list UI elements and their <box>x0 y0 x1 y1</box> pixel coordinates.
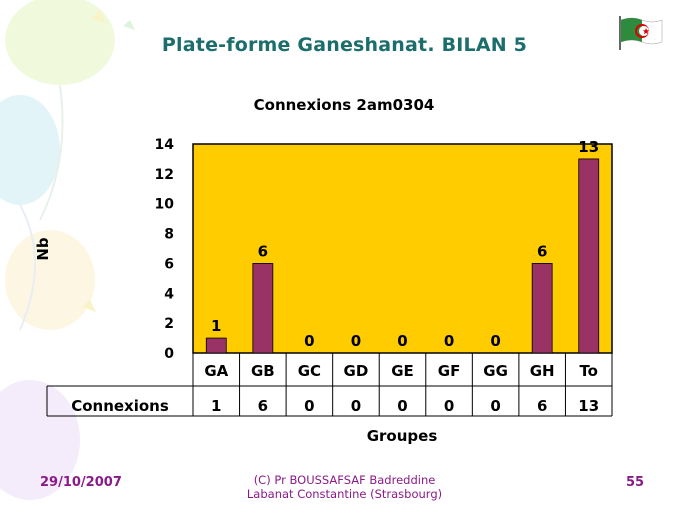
table-value-cell: 0 <box>304 397 314 415</box>
category-label: GA <box>204 362 228 380</box>
data-label: 0 <box>490 332 500 350</box>
data-label: 6 <box>537 242 547 260</box>
footer-credit-line1: (C) Pr BOUSSAFSAF Badreddine <box>253 473 436 487</box>
bar-ga <box>205 337 227 354</box>
bar-gb <box>252 263 274 354</box>
table-value-cell: 0 <box>490 397 500 415</box>
data-label: 0 <box>304 332 314 350</box>
y-tick-label: 14 <box>155 137 175 153</box>
footer-credit: (C) Pr BOUSSAFSAF Badreddine Labanat Con… <box>0 473 689 501</box>
table-value-cell: 13 <box>578 397 599 415</box>
data-label: 1 <box>211 317 221 335</box>
y-tick-label: 12 <box>155 167 174 183</box>
data-label: 0 <box>444 332 454 350</box>
y-axis-label: Nb <box>34 237 52 261</box>
x-axis-label: Groupes <box>367 427 438 445</box>
slide-title: Plate-forme Ganeshanat. BILAN 5 <box>161 34 528 56</box>
category-label: GF <box>438 362 461 380</box>
category-label: GG <box>483 362 508 380</box>
table-value-cell: 6 <box>537 397 547 415</box>
y-tick-label: 4 <box>164 286 174 302</box>
y-tick-label: 10 <box>155 197 175 213</box>
table-value-cell: 6 <box>258 397 268 415</box>
table-value-cell: 1 <box>211 397 221 415</box>
series-name-cell: Connexions <box>71 397 169 415</box>
footer-page-number: 55 <box>626 475 645 490</box>
category-label: GC <box>298 362 321 380</box>
data-label: 6 <box>258 242 268 260</box>
table-value-cell: 0 <box>397 397 407 415</box>
bar-gh <box>531 263 553 354</box>
data-label: 13 <box>578 138 599 156</box>
category-label: GE <box>391 362 414 380</box>
category-label: To <box>579 362 598 380</box>
y-tick-label: 6 <box>164 256 174 272</box>
footer-credit-line2: Labanat Constantine (Strasbourg) <box>246 487 443 501</box>
category-label: GD <box>344 362 369 380</box>
bar-to <box>578 158 600 354</box>
table-value-cell: 0 <box>444 397 454 415</box>
y-tick-label: 8 <box>164 227 174 243</box>
data-label: 0 <box>351 332 361 350</box>
y-tick-label: 0 <box>164 346 174 362</box>
category-label: GH <box>530 362 555 380</box>
data-label: 0 <box>397 332 407 350</box>
footer-date: 29/10/2007 <box>40 475 122 490</box>
category-label: GB <box>251 362 275 380</box>
table-value-cell: 0 <box>351 397 361 415</box>
data-table: GA 1 GB 6 GC 0 GD 0 GE 0 GF 0 GG 0 GH 6 To 13 Connexions <box>46 353 613 417</box>
algeria-flag-icon <box>619 16 663 50</box>
chart-title: Connexions 2am0304 <box>254 96 435 114</box>
y-tick-label: 2 <box>164 316 174 332</box>
